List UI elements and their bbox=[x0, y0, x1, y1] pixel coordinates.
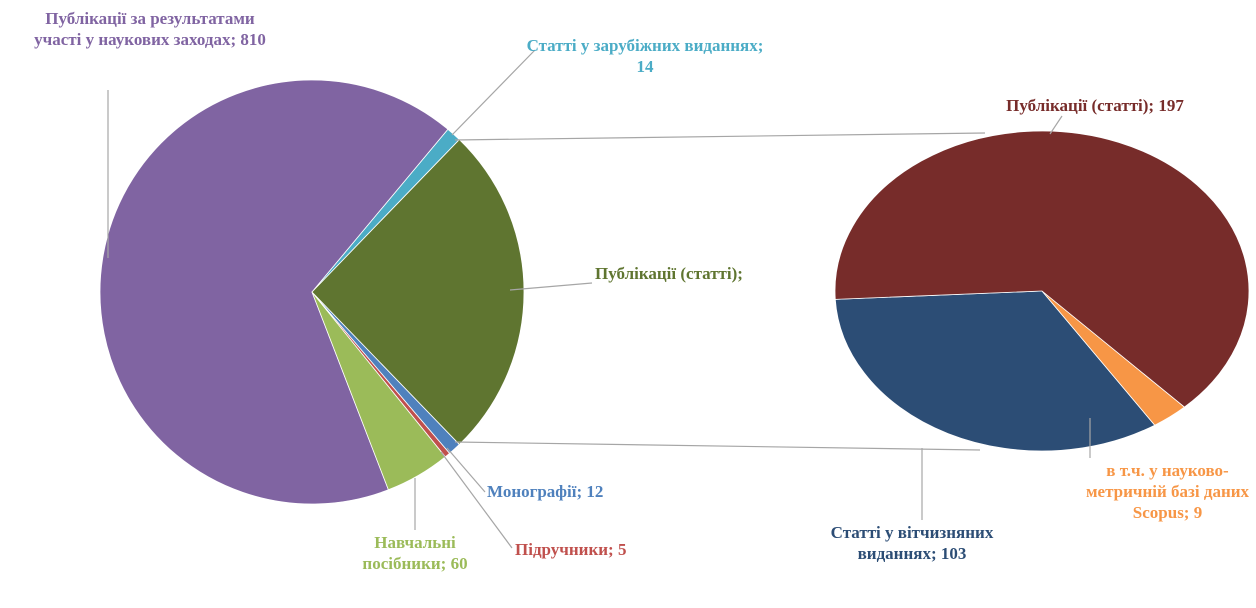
leader-line bbox=[509, 282, 593, 291]
connector bbox=[454, 441, 981, 451]
connector bbox=[454, 132, 986, 141]
data-label: Публікації за результатами участі у наук… bbox=[34, 9, 266, 49]
data-label: в т.ч. у науково-метричній базі даних Sc… bbox=[1085, 461, 1250, 522]
pie-slice bbox=[311, 139, 525, 445]
leader-line bbox=[440, 451, 513, 549]
data-label: Статті у зарубіжних виданнях; 14 bbox=[526, 36, 764, 76]
leader-line bbox=[1049, 115, 1063, 135]
data-label: Статті у вітчизняних виданнях; 103 bbox=[830, 523, 994, 563]
pie-slice bbox=[834, 290, 1156, 452]
data-label: Публікації (статті); bbox=[595, 264, 743, 283]
data-label: Навчальні посібники; 60 bbox=[362, 533, 468, 573]
pie-slice bbox=[834, 130, 1250, 408]
leader-line bbox=[451, 49, 536, 136]
leader-line bbox=[446, 447, 486, 493]
data-label: Підручники; 5 bbox=[515, 540, 627, 559]
pie-slice bbox=[99, 79, 449, 505]
data-label: Публікації (статті); 197 bbox=[1006, 96, 1184, 115]
data-label: Монографії; 12 bbox=[487, 482, 604, 501]
leader-lines bbox=[107, 49, 1091, 549]
